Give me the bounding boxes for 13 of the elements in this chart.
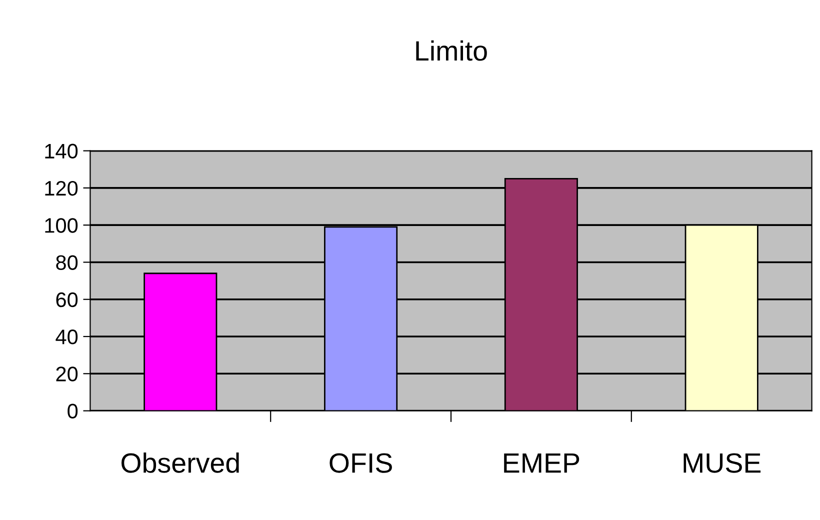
- y-tick-label: 120: [45, 180, 78, 196]
- x-tick-label: Observed: [122, 452, 239, 473]
- y-tick-label: 20: [56, 366, 78, 382]
- y-tick-label: 80: [56, 255, 78, 270]
- y-tick-label: 60: [56, 292, 78, 308]
- y-tick-label: 40: [56, 330, 78, 344]
- y-tick-label: 0: [68, 404, 78, 419]
- chart-title: Limito: [416, 40, 487, 61]
- y-tick-label: 100: [45, 218, 78, 233]
- x-tick-label: MUSE: [684, 453, 761, 473]
- x-tick-label: EMEP: [504, 453, 580, 473]
- y-tick-label: 140: [45, 144, 78, 159]
- x-tick-label: OFIS: [330, 453, 392, 473]
